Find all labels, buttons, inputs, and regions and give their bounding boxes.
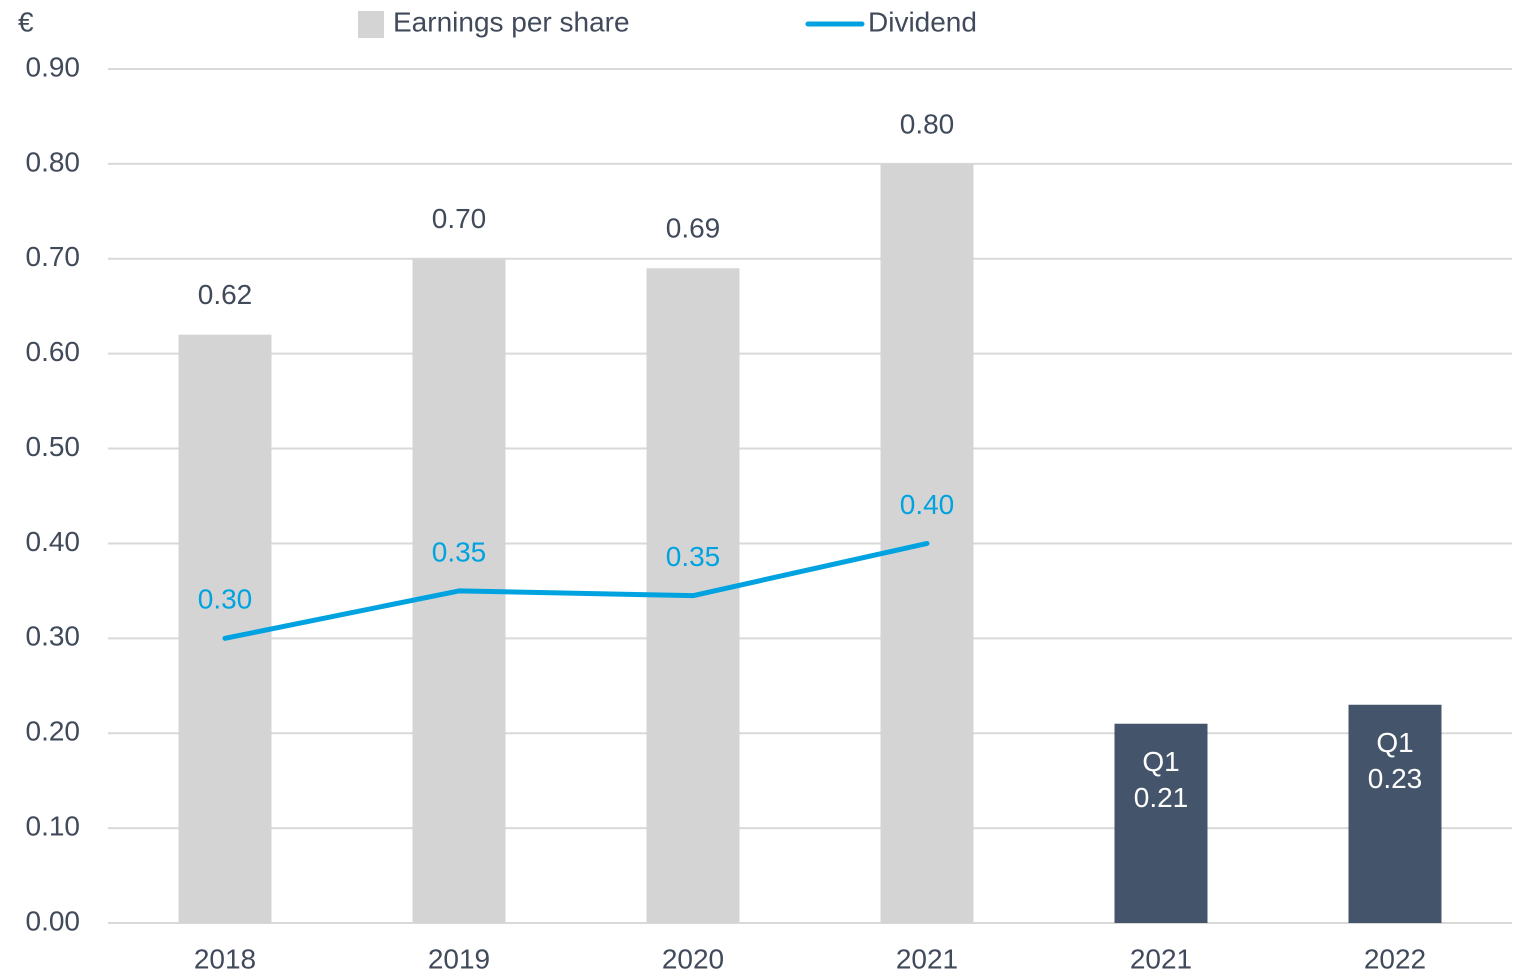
dividend-line [222,540,930,641]
y-tick-label: 0.70 [26,241,81,272]
legend-label: Earnings per share [393,6,630,37]
x-tick-label: 2021 [1130,943,1192,974]
legend-label: Dividend [868,6,977,37]
y-tick-label: 0.20 [26,716,81,747]
bar [1348,704,1442,923]
y-tick-label: 0.00 [26,905,81,936]
bar-value-label: 0.21 [1134,782,1189,813]
line-value-label: 0.35 [666,541,721,572]
x-tick-label: 2019 [428,943,490,974]
bar-value-label: 0.80 [900,108,955,139]
y-tick-label: 0.30 [26,621,81,652]
bar-value-label: 0.62 [198,279,253,310]
bar-value-label: 0.23 [1368,763,1423,794]
bar-value-label: 0.70 [432,203,487,234]
y-tick-label: 0.80 [26,146,81,177]
bar [178,334,272,923]
x-tick-label: 2021 [896,943,958,974]
y-tick-label: 0.60 [26,336,81,367]
line-value-label: 0.30 [198,584,253,615]
bar-inner-label: Q1 [1142,746,1179,777]
bar-value-label: 0.69 [666,213,721,244]
line-value-label: 0.40 [900,489,955,520]
bar-inner-label: Q1 [1376,727,1413,758]
y-axis-unit: € [18,6,34,37]
y-tick-label: 0.40 [26,526,81,557]
y-tick-label: 0.90 [26,51,81,82]
x-tick-label: 2020 [662,943,724,974]
x-tick-label: 2022 [1364,943,1426,974]
bar [1114,723,1208,923]
y-tick-label: 0.10 [26,811,81,842]
y-tick-label: 0.50 [26,431,81,462]
line-value-label: 0.35 [432,536,487,567]
x-tick-label: 2018 [194,943,256,974]
legend-swatch [358,11,384,38]
